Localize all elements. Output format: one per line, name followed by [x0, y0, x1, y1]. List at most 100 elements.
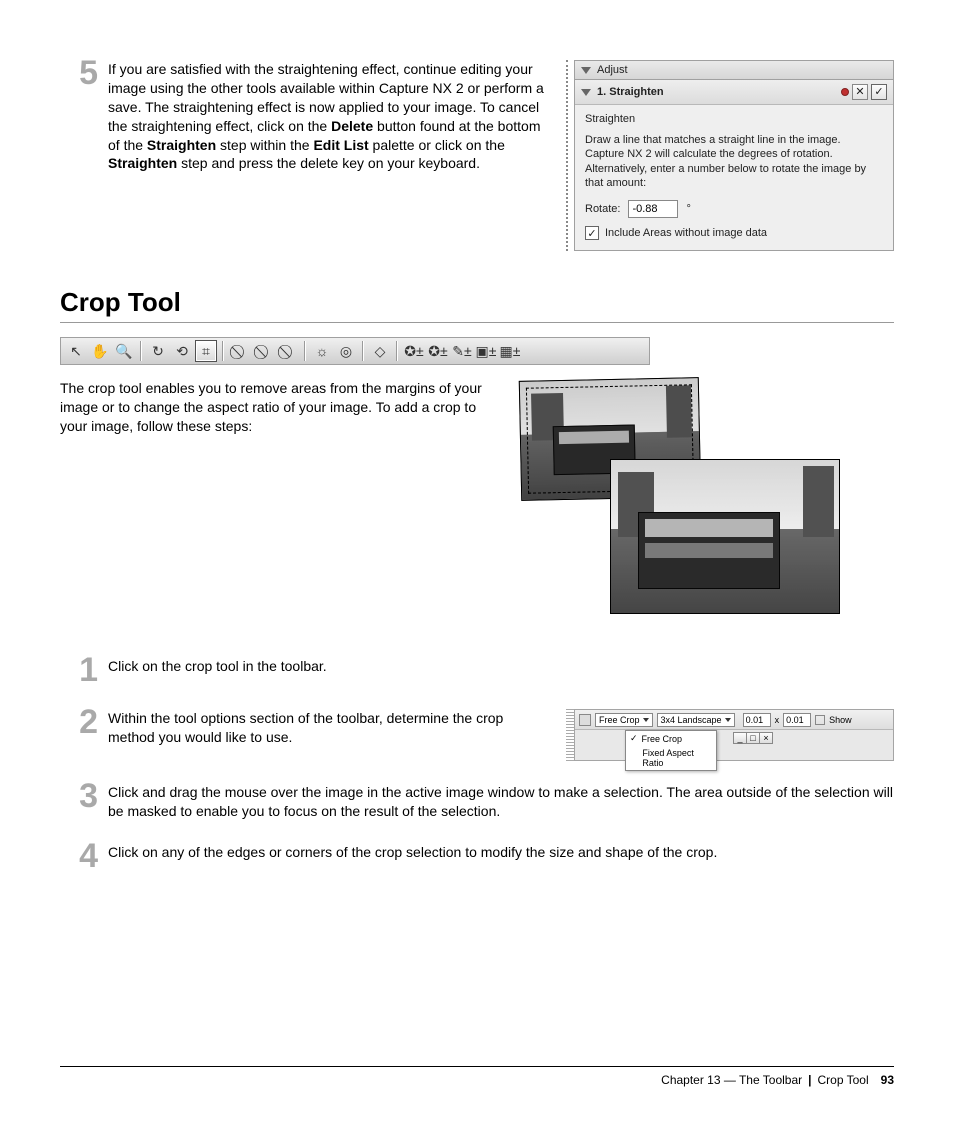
show-checkbox[interactable] [815, 715, 825, 725]
example-images [520, 379, 840, 629]
crop-method-menu: ✓Free Crop Fixed Aspect Ratio [625, 730, 717, 771]
step-number: 3 [72, 779, 98, 813]
step-title: 1. Straighten [597, 86, 664, 98]
step-text: Click on the crop tool in the toolbar. [108, 657, 327, 676]
straighten-panel-wrap: Adjust 1. Straighten ✕ ✓ Straighten Draw… [574, 60, 894, 251]
panel-body: Straighten Draw a line that matches a st… [575, 105, 893, 250]
toolbar-button[interactable]: ☼ [311, 340, 333, 362]
t: Straighten [108, 155, 177, 171]
step-5: 5 If you are satisfied with the straight… [72, 60, 554, 251]
page-footer: Chapter 13 — The Toolbar | Crop Tool 93 [60, 1066, 894, 1087]
check-icon: ✓ [587, 227, 596, 240]
step-1: 1 Click on the crop tool in the toolbar. [72, 657, 894, 687]
intro-row: The crop tool enables you to remove area… [60, 379, 894, 629]
toolbar-button[interactable]: ✪± [427, 340, 449, 362]
crop-options-bar: Free Crop 3x4 Landscape x Show ✓Free Cro… [574, 709, 894, 761]
toolbar-button[interactable]: ↖ [65, 340, 87, 362]
select-value: 3x4 Landscape [661, 715, 722, 725]
tool-icon [579, 714, 591, 726]
step-number: 5 [72, 56, 98, 90]
t: palette or click on the [369, 137, 505, 153]
toolbar-separator [222, 341, 224, 361]
footer-section: Crop Tool [818, 1073, 869, 1087]
minimize-button[interactable]: _ [733, 732, 747, 744]
t: Edit List [313, 137, 368, 153]
step-number: 1 [72, 653, 98, 687]
menu-item-free-crop[interactable]: ✓Free Crop [626, 731, 716, 746]
rotate-label: Rotate: [585, 203, 620, 215]
toolbar-separator [396, 341, 398, 361]
toolbar-button[interactable]: ⃠ [253, 340, 275, 362]
step-text: Click and drag the mouse over the image … [108, 783, 894, 821]
disclosure-triangle-icon [581, 89, 591, 96]
maximize-button[interactable]: □ [746, 732, 760, 744]
straighten-desc: Draw a line that matches a straight line… [585, 133, 883, 190]
toolbar-button[interactable]: ✪± [403, 340, 425, 362]
x-label: x [775, 715, 780, 725]
footer-chapter: Chapter 13 — The Toolbar [661, 1073, 802, 1087]
cancel-step-button[interactable]: ✕ [852, 84, 868, 100]
toolbar-separator [304, 341, 306, 361]
toolbar-button[interactable]: ◎ [335, 340, 357, 362]
section-rule [60, 322, 894, 323]
t: step within the [216, 137, 313, 153]
step-number: 2 [72, 705, 98, 739]
toolbar-button[interactable]: 🔍 [113, 340, 135, 362]
step-2-row: 2 Within the tool options section of the… [72, 709, 894, 761]
confirm-step-button[interactable]: ✓ [871, 84, 887, 100]
panel-step-header[interactable]: 1. Straighten ✕ ✓ [575, 80, 893, 105]
example-image-after [610, 459, 840, 614]
recording-indicator-icon [841, 88, 849, 96]
include-checkbox[interactable]: ✓ [585, 226, 599, 240]
close-button[interactable]: × [759, 732, 773, 744]
toolbar-button[interactable]: ✋ [89, 340, 111, 362]
section-title: Crop Tool [60, 287, 894, 318]
step-text: Within the tool options section of the t… [108, 709, 546, 747]
panel-adjust-header[interactable]: Adjust [575, 61, 893, 80]
aspect-select[interactable]: 3x4 Landscape [657, 713, 735, 727]
menu-item-fixed-aspect[interactable]: Fixed Aspect Ratio [626, 746, 716, 770]
torn-edge [566, 709, 574, 761]
crop-options-wrap: Free Crop 3x4 Landscape x Show ✓Free Cro… [566, 709, 894, 761]
t: step and press the delete key on your ke… [177, 155, 480, 171]
page-number: 93 [881, 1073, 894, 1087]
toolbar-separator [362, 341, 364, 361]
straighten-label: Straighten [585, 113, 883, 125]
chevron-down-icon [725, 718, 731, 722]
toolbar-button[interactable]: ▣± [475, 340, 497, 362]
select-value: Free Crop [599, 715, 640, 725]
disclosure-triangle-icon [581, 67, 591, 74]
toolbar-button[interactable]: ⃠ [229, 340, 251, 362]
include-label: Include Areas without image data [605, 227, 767, 239]
chevron-down-icon [643, 718, 649, 722]
rotate-input[interactable] [628, 200, 678, 218]
step-2: 2 Within the tool options section of the… [72, 709, 546, 747]
t: Straighten [147, 137, 216, 153]
show-label: Show [829, 715, 852, 725]
include-row[interactable]: ✓ Include Areas without image data [585, 226, 883, 240]
height-input[interactable] [783, 713, 811, 727]
steps-list: 1 Click on the crop tool in the toolbar.… [72, 657, 894, 873]
step-number: 4 [72, 839, 98, 873]
toolbar-button[interactable]: ⟲ [171, 340, 193, 362]
toolbar-button[interactable]: ✎± [451, 340, 473, 362]
toolbar-button[interactable]: ◇ [369, 340, 391, 362]
rotate-row: Rotate: ° [585, 200, 883, 218]
step-text: Click on any of the edges or corners of … [108, 843, 717, 862]
crop-tool-button[interactable]: ⌗ [195, 340, 217, 362]
torn-edge [566, 60, 574, 251]
toolbar-separator [140, 341, 142, 361]
toolbar: ↖✋🔍↻⟲⌗⃠⃠⃠☼◎◇✪±✪±✎±▣±▦± [60, 337, 650, 365]
footer-divider: | [808, 1073, 811, 1087]
toolbar-button[interactable]: ↻ [147, 340, 169, 362]
step5-text: If you are satisfied with the straighten… [108, 60, 554, 173]
check-icon: ✓ [630, 733, 638, 744]
crop-method-select[interactable]: Free Crop [595, 713, 653, 727]
toolbar-button[interactable]: ⃠ [277, 340, 299, 362]
toolbar-button[interactable]: ▦± [499, 340, 521, 362]
window-buttons: _ □ × [734, 732, 773, 744]
width-input[interactable] [743, 713, 771, 727]
t: Delete [331, 118, 373, 134]
degree-symbol: ° [686, 203, 690, 215]
step5-row: 5 If you are satisfied with the straight… [60, 60, 894, 251]
